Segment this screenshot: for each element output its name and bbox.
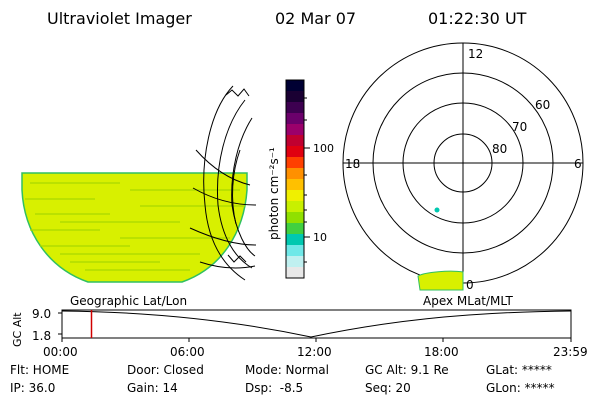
color-bar-ticks xyxy=(304,97,310,263)
mlt-label-12: 12 xyxy=(468,47,483,61)
time-label: 01:22:30 UT xyxy=(428,9,527,28)
color-bar-frame xyxy=(285,79,305,279)
status-glon: GLon: ***** xyxy=(486,381,555,395)
color-bar-segment xyxy=(286,80,304,92)
time-tick-2359: 23:59 xyxy=(553,345,588,359)
color-bar-segment xyxy=(286,234,304,246)
geographic-label: Geographic Lat/Lon xyxy=(70,294,188,308)
color-bar-segment xyxy=(286,113,304,125)
mlt-label-0: 0 xyxy=(466,278,474,292)
lat-label-80: 80 xyxy=(492,142,507,156)
altitude-axis-label: GC Alt xyxy=(11,312,24,347)
mlt-label-18: 18 xyxy=(345,157,360,171)
time-tick-0000: 00:00 xyxy=(43,345,78,359)
color-bar-tick-100: 100 xyxy=(313,142,334,155)
color-bar-segment xyxy=(286,245,304,257)
lat-label-60: 60 xyxy=(535,98,550,112)
status-mode: Mode: Normal xyxy=(245,363,329,377)
color-bar-segment xyxy=(286,91,304,103)
mlt-label-6: 6 xyxy=(574,157,582,171)
status-gc-alt: GC Alt: 9.1 Re xyxy=(365,363,449,377)
geographic-map xyxy=(21,85,257,283)
altitude-tick-9: 9.0 xyxy=(32,307,51,321)
color-bar-tick-10: 10 xyxy=(313,231,327,244)
color-bar-segment xyxy=(286,212,304,224)
altitude-strip xyxy=(58,309,572,342)
status-ip: IP: 36.0 xyxy=(10,381,56,395)
status-flt: Flt: HOME xyxy=(10,363,70,377)
polar-aurora-spot xyxy=(434,207,440,213)
color-bar-segment xyxy=(286,179,304,191)
color-bar-segment xyxy=(286,124,304,136)
color-bar-segment xyxy=(286,256,304,268)
status-seq: Seq: 20 xyxy=(365,381,411,395)
color-bar-segment xyxy=(286,102,304,114)
lat-label-70: 70 xyxy=(512,120,527,134)
color-bar-segment xyxy=(286,267,304,279)
color-bar-units: photon cm⁻²s⁻¹ xyxy=(267,147,281,240)
time-tick-1200: 12:00 xyxy=(297,345,332,359)
status-door: Door: Closed xyxy=(127,363,204,377)
color-bar-segment xyxy=(286,223,304,235)
color-bar-segment xyxy=(286,157,304,169)
instrument-title: Ultraviolet Imager xyxy=(47,9,192,28)
status-dsp: Dsp: -8.5 xyxy=(245,381,304,395)
status-gain: Gain: 14 xyxy=(127,381,178,395)
color-bar-segment xyxy=(286,201,304,213)
color-bar-segment xyxy=(286,146,304,158)
color-bar-segment xyxy=(286,168,304,180)
status-glat: GLat: ***** xyxy=(486,363,552,377)
mlt-label-bg xyxy=(466,46,480,60)
polar-aurora-patch xyxy=(417,270,464,291)
polar-plot xyxy=(342,42,584,284)
color-bar-segment xyxy=(286,190,304,202)
apex-label: Apex MLat/MLT xyxy=(423,294,513,308)
time-tick-0600: 06:00 xyxy=(170,345,205,359)
date-label: 02 Mar 07 xyxy=(275,9,357,28)
altitude-tick-1-8: 1.8 xyxy=(32,329,51,343)
time-tick-1800: 18:00 xyxy=(424,345,459,359)
color-bar xyxy=(286,80,304,279)
color-bar-segment xyxy=(286,135,304,147)
